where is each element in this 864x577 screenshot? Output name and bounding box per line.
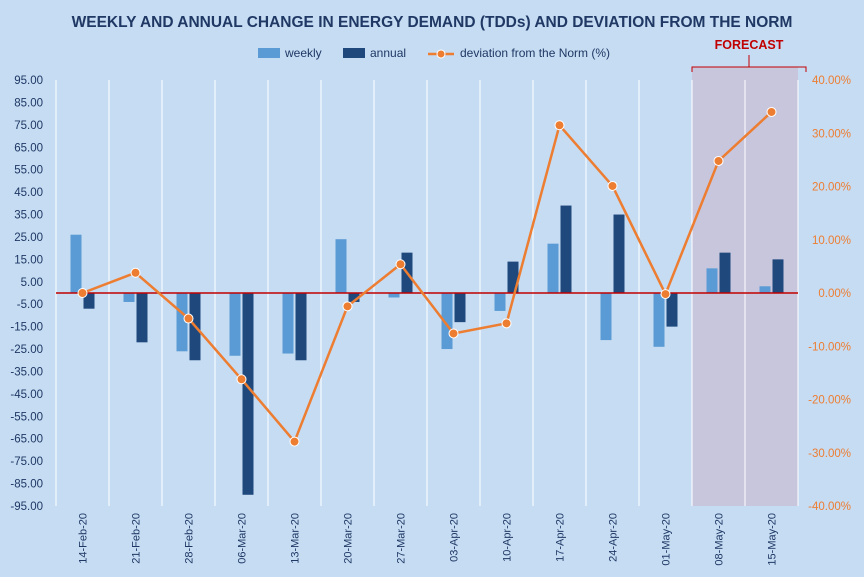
legend: weekly annual deviation from the Norm (%) xyxy=(258,46,610,60)
left-tick-label: 15.00 xyxy=(14,254,43,266)
bar-weekly-08-May-20 xyxy=(706,268,718,293)
bar-weekly-10-Apr-20 xyxy=(494,293,506,311)
right-tick-label: -40.00% xyxy=(808,501,851,513)
legend-label-weekly: weekly xyxy=(284,46,322,60)
bar-weekly-27-Mar-20 xyxy=(388,293,400,298)
left-tick-label: -65.00 xyxy=(10,434,43,446)
right-tick-label: 20.00% xyxy=(812,182,851,194)
legend-swatch-marker xyxy=(436,49,446,59)
bar-weekly-14-Feb-20 xyxy=(70,234,82,293)
bar-annual-13-Mar-20 xyxy=(295,293,307,361)
right-axis-ticks: 40.00% 30.00% 20.00% 10.00% 0.00% -10.00% -20.… xyxy=(808,75,851,513)
right-tick-label: -20.00% xyxy=(808,395,851,407)
left-tick-label: -35.00 xyxy=(10,366,43,378)
left-tick-label: -55.00 xyxy=(10,411,43,423)
left-tick-label: 65.00 xyxy=(14,142,43,154)
bar-annual-20-Mar-20 xyxy=(348,293,360,302)
left-tick-label: 5.00 xyxy=(21,277,43,289)
deviation-point-10-Apr-20 xyxy=(501,318,512,329)
legend-swatch-annual xyxy=(343,48,365,58)
left-tick-label: 95.00 xyxy=(14,75,43,87)
bar-weekly-28-Feb-20 xyxy=(176,293,188,352)
deviation-point-28-Feb-20 xyxy=(183,313,194,324)
x-tick-label: 13-Mar-20 xyxy=(290,513,302,564)
left-tick-label: -45.00 xyxy=(10,389,43,401)
bar-weekly-17-Apr-20 xyxy=(547,243,559,293)
right-tick-label: -10.00% xyxy=(808,341,851,353)
chart-title: WEEKLY AND ANNUAL CHANGE IN ENERGY DEMAN… xyxy=(72,14,793,31)
legend-label-deviation: deviation from the Norm (%) xyxy=(460,46,610,60)
x-tick-label: 15-May-20 xyxy=(767,513,779,566)
deviation-point-14-Feb-20 xyxy=(77,288,88,298)
deviation-point-01-May-20 xyxy=(660,289,671,300)
left-tick-label: 45.00 xyxy=(14,187,43,199)
deviation-point-15-May-20 xyxy=(766,106,777,117)
x-tick-label: 28-Feb-20 xyxy=(184,513,196,564)
x-axis-ticks: 14-Feb-20 21-Feb-20 28-Feb-20 06-Mar-20 13-M… xyxy=(78,513,779,566)
right-tick-label: -30.00% xyxy=(808,448,851,460)
deviation-point-21-Feb-20 xyxy=(130,267,141,278)
x-tick-label: 06-Mar-20 xyxy=(237,513,249,564)
bar-annual-01-May-20 xyxy=(666,293,678,327)
bar-weekly-13-Mar-20 xyxy=(282,293,294,354)
deviation-point-06-Mar-20 xyxy=(236,374,247,385)
bar-annual-15-May-20 xyxy=(772,259,784,293)
left-tick-label: 75.00 xyxy=(14,120,43,132)
left-tick-label: -15.00 xyxy=(10,322,43,334)
x-tick-label: 27-Mar-20 xyxy=(396,513,408,564)
bar-annual-06-Mar-20 xyxy=(242,293,254,495)
bar-weekly-01-May-20 xyxy=(653,293,665,347)
x-tick-label: 08-May-20 xyxy=(714,513,726,566)
bar-annual-17-Apr-20 xyxy=(560,205,572,293)
bar-weekly-15-May-20 xyxy=(759,286,771,293)
bar-annual-10-Apr-20 xyxy=(507,261,519,293)
deviation-point-17-Apr-20 xyxy=(554,120,565,131)
bar-weekly-24-Apr-20 xyxy=(600,293,612,341)
bar-weekly-03-Apr-20 xyxy=(441,293,453,350)
left-tick-label: -25.00 xyxy=(10,344,43,356)
left-axis-ticks: 95.00 85.00 75.00 65.00 55.00 45.00 35.00 25.00… xyxy=(10,75,43,513)
right-tick-label: 30.00% xyxy=(812,128,851,140)
left-tick-label: -5.00 xyxy=(17,299,43,311)
right-tick-label: 0.00% xyxy=(818,288,851,300)
deviation-point-03-Apr-20 xyxy=(448,328,459,339)
bar-weekly-21-Feb-20 xyxy=(123,293,135,302)
left-tick-label: 55.00 xyxy=(14,165,43,177)
deviation-point-20-Mar-20 xyxy=(342,301,353,312)
x-tick-label: 01-May-20 xyxy=(661,513,673,566)
deviation-point-08-May-20 xyxy=(713,155,724,166)
legend-swatch-weekly xyxy=(258,48,280,58)
legend-label-annual: annual xyxy=(370,46,406,60)
bar-annual-03-Apr-20 xyxy=(454,293,466,323)
left-tick-label: -95.00 xyxy=(10,501,43,513)
bar-weekly-20-Mar-20 xyxy=(335,239,347,293)
x-tick-label: 24-Apr-20 xyxy=(608,513,620,562)
x-tick-label: 20-Mar-20 xyxy=(343,513,355,564)
left-tick-label: 25.00 xyxy=(14,232,43,244)
bar-annual-21-Feb-20 xyxy=(136,293,148,343)
bar-annual-08-May-20 xyxy=(719,252,731,293)
x-tick-label: 10-Apr-20 xyxy=(502,513,514,562)
deviation-line xyxy=(77,106,777,447)
left-tick-label: -85.00 xyxy=(10,479,43,491)
right-tick-label: 10.00% xyxy=(812,235,851,247)
bar-annual-24-Apr-20 xyxy=(613,214,625,293)
bar-weekly-06-Mar-20 xyxy=(229,293,241,356)
left-tick-label: 35.00 xyxy=(14,210,43,222)
deviation-point-24-Apr-20 xyxy=(607,180,618,191)
left-tick-label: 85.00 xyxy=(14,97,43,109)
deviation-point-13-Mar-20 xyxy=(289,436,300,447)
bar-annual-14-Feb-20 xyxy=(83,293,95,309)
x-tick-label: 21-Feb-20 xyxy=(131,513,143,564)
x-tick-label: 14-Feb-20 xyxy=(78,513,90,564)
deviation-point-27-Mar-20 xyxy=(395,259,406,270)
deviation-polyline xyxy=(82,111,773,444)
left-tick-label: -75.00 xyxy=(10,456,43,468)
x-tick-label: 17-Apr-20 xyxy=(555,513,567,562)
forecast-label: FORECAST xyxy=(715,38,784,52)
right-tick-label: 40.00% xyxy=(812,75,851,87)
x-tick-label: 03-Apr-20 xyxy=(449,513,461,562)
